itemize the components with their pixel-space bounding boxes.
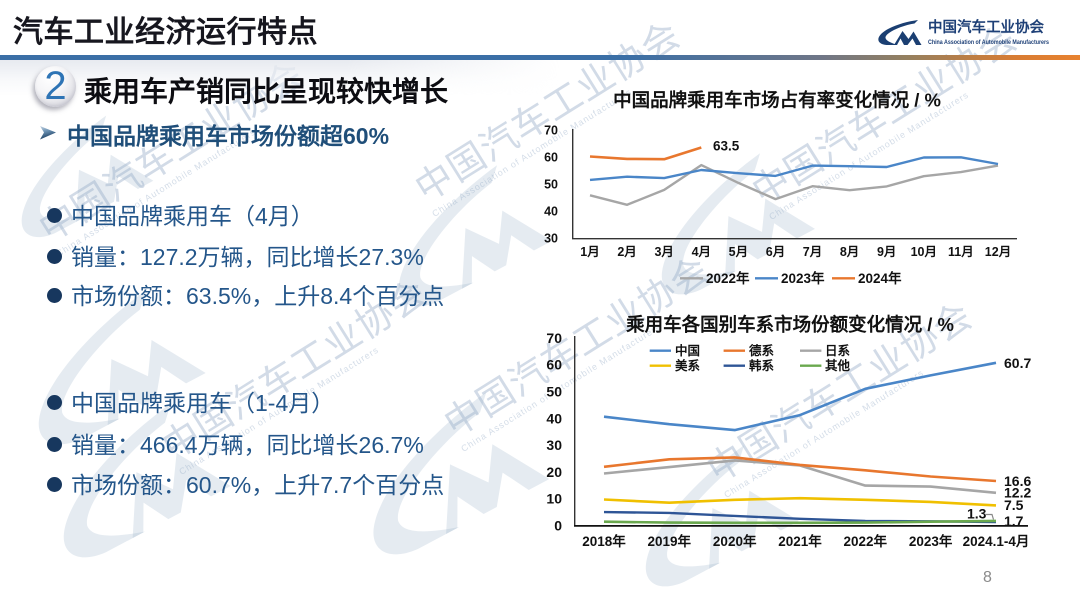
svg-text:乘用车各国别车系市场份额变化情况 / %: 乘用车各国别车系市场份额变化情况 / % [625,314,954,335]
svg-text:3月: 3月 [654,245,673,259]
svg-text:12月: 12月 [985,245,1011,259]
svg-text:12.2: 12.2 [1004,485,1031,501]
svg-text:60.7: 60.7 [1004,355,1031,371]
svg-text:7月: 7月 [803,245,822,259]
svg-text:70: 70 [546,330,562,346]
svg-text:2024年: 2024年 [858,270,902,286]
svg-text:40: 40 [546,410,562,426]
svg-text:63.5: 63.5 [713,139,740,154]
svg-text:2019年: 2019年 [648,533,692,549]
svg-text:50: 50 [544,178,558,192]
svg-text:7.5: 7.5 [1004,497,1024,513]
svg-text:2018年: 2018年 [582,533,626,549]
svg-text:0: 0 [554,518,562,534]
svg-text:60: 60 [546,357,562,373]
svg-text:韩系: 韩系 [749,358,775,373]
svg-text:50: 50 [546,384,562,400]
svg-text:其他: 其他 [825,358,851,373]
svg-text:6月: 6月 [766,245,785,259]
svg-text:2023年: 2023年 [781,270,825,286]
svg-text:30: 30 [546,437,562,453]
svg-text:30: 30 [544,232,558,246]
svg-text:8月: 8月 [840,245,859,259]
svg-text:2022年: 2022年 [706,270,750,286]
svg-text:德系: 德系 [749,343,775,358]
svg-text:70: 70 [544,124,558,138]
svg-text:日系: 日系 [825,343,851,358]
svg-text:10月: 10月 [911,245,937,259]
svg-text:9月: 9月 [877,245,896,259]
svg-text:4月: 4月 [692,245,711,259]
svg-text:1月: 1月 [580,245,599,259]
svg-text:中国: 中国 [675,343,700,358]
svg-text:60: 60 [544,151,558,165]
svg-text:中国品牌乘用车市场占有率变化情况 / %: 中国品牌乘用车市场占有率变化情况 / % [613,90,941,111]
svg-text:5月: 5月 [729,245,748,259]
svg-text:2022年: 2022年 [844,533,888,549]
svg-text:40: 40 [544,205,558,219]
svg-text:2024.1-4月: 2024.1-4月 [963,534,1030,549]
svg-text:2021年: 2021年 [778,533,822,549]
svg-text:16.6: 16.6 [1004,473,1031,489]
svg-text:美系: 美系 [675,358,701,373]
svg-text:11月: 11月 [948,245,974,259]
svg-text:2020年: 2020年 [713,533,757,549]
svg-text:10: 10 [546,491,562,507]
svg-text:2月: 2月 [617,245,636,259]
svg-text:1.7: 1.7 [1004,513,1024,529]
svg-text:2023年: 2023年 [909,533,953,549]
svg-text:1.3: 1.3 [967,506,987,522]
svg-text:20: 20 [546,464,562,480]
